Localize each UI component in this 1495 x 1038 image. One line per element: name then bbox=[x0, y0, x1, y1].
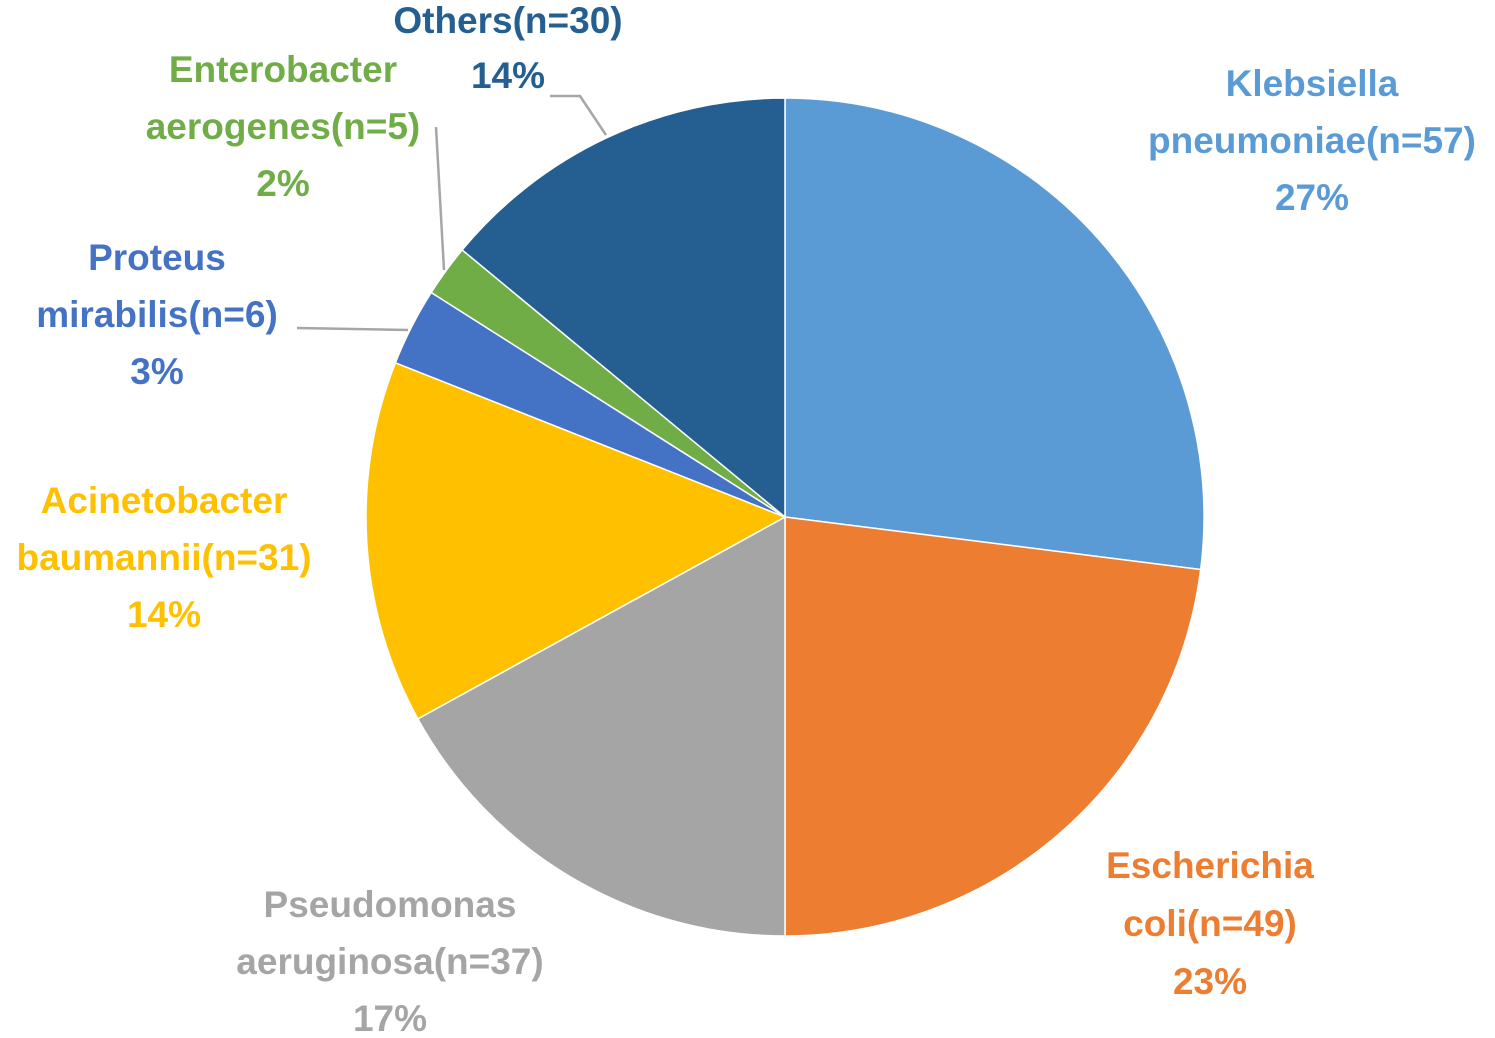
slice-label-enterobacter-aerogenes: Enterobacter aerogenes(n=5) 2% bbox=[146, 49, 421, 204]
leader-line-proteus-mirabilis bbox=[296, 326, 409, 332]
pie-slices bbox=[365, 97, 1205, 937]
slice-label-line: aerogenes(n=5) bbox=[146, 106, 421, 147]
slice-label-line: 2% bbox=[256, 163, 309, 204]
pie-slice-others bbox=[461, 97, 786, 519]
slice-label-line: 14% bbox=[471, 55, 545, 96]
slice-labels: Klebsiella pneumoniae(n=57) 27% Escherichia… bbox=[16, 0, 1475, 1038]
slice-label-line: Pseudomonas bbox=[264, 884, 517, 925]
leader-lines bbox=[296, 94, 608, 332]
slice-label-line: 17% bbox=[353, 998, 427, 1038]
pie-slice-pseudomonas-aeruginosa bbox=[416, 515, 786, 937]
slice-label-line: 23% bbox=[1173, 961, 1247, 1002]
slice-label-pseudomonas-aeruginosa: Pseudomonas aeruginosa(n=37) 17% bbox=[236, 884, 543, 1038]
slice-label-acinetobacter-baumannii: Acinetobacter baumannii(n=31) 14% bbox=[16, 480, 311, 635]
slice-label-line: Klebsiella bbox=[1226, 63, 1399, 104]
slice-label-escherichia-coli: Escherichia coli(n=49) 23% bbox=[1106, 845, 1314, 1002]
pie-slice-escherichia-coli bbox=[784, 516, 1202, 937]
slice-label-line: Proteus bbox=[88, 237, 226, 278]
leader-line-others bbox=[550, 94, 608, 136]
slice-label-line: Acinetobacter bbox=[41, 480, 288, 521]
slice-label-line: aeruginosa(n=37) bbox=[236, 941, 543, 982]
slice-label-line: coli(n=49) bbox=[1123, 903, 1297, 944]
slice-label-line: pneumoniae(n=57) bbox=[1148, 120, 1476, 161]
slice-label-line: 27% bbox=[1275, 177, 1349, 218]
slice-label-line: mirabilis(n=6) bbox=[36, 294, 278, 335]
slice-label-line: Others(n=30) bbox=[393, 0, 622, 41]
slice-label-others: Others(n=30) 14% bbox=[393, 0, 622, 96]
pie-slice-acinetobacter-baumannii bbox=[365, 361, 787, 720]
slice-label-line: 3% bbox=[130, 351, 183, 392]
slice-label-line: Escherichia bbox=[1106, 845, 1314, 886]
slice-label-klebsiella-pneumoniae: Klebsiella pneumoniae(n=57) 27% bbox=[1148, 63, 1476, 218]
slice-label-line: Enterobacter bbox=[169, 49, 397, 90]
pie-slice-klebsiella-pneumoniae bbox=[784, 97, 1205, 571]
slice-label-line: 14% bbox=[127, 594, 201, 635]
slice-label-proteus-mirabilis: Proteus mirabilis(n=6) 3% bbox=[36, 237, 278, 392]
leader-line-enterobacter-aerogenes bbox=[434, 126, 446, 271]
slice-label-line: baumannii(n=31) bbox=[16, 537, 311, 578]
